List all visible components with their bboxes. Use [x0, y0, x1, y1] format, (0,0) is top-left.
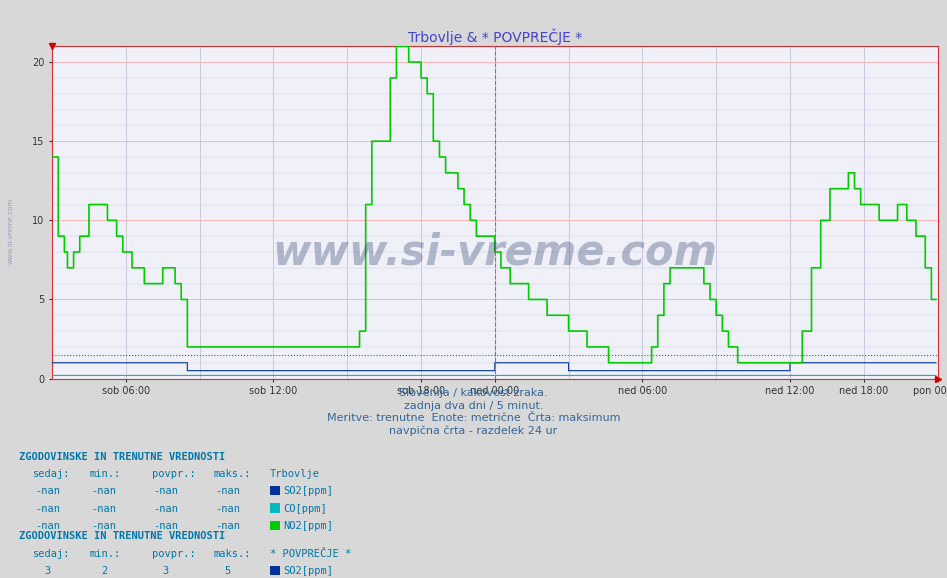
Text: 2: 2 [101, 566, 107, 576]
Text: -nan: -nan [35, 486, 60, 496]
Text: -nan: -nan [215, 503, 240, 513]
Text: SO2[ppm]: SO2[ppm] [283, 486, 333, 496]
Text: povpr.:: povpr.: [152, 549, 195, 558]
Text: sedaj:: sedaj: [33, 469, 71, 479]
Text: www.si-vreme.com: www.si-vreme.com [273, 231, 717, 273]
Text: -nan: -nan [35, 521, 60, 531]
Text: -nan: -nan [92, 503, 116, 513]
Text: maks.:: maks.: [213, 549, 251, 558]
Title: Trbovlje & * POVPREČJE *: Trbovlje & * POVPREČJE * [407, 28, 582, 45]
Text: zadnja dva dni / 5 minut.: zadnja dva dni / 5 minut. [403, 401, 544, 410]
Text: min.:: min.: [90, 549, 121, 558]
Text: 3: 3 [163, 566, 169, 576]
Text: -nan: -nan [35, 503, 60, 513]
Text: -nan: -nan [153, 486, 178, 496]
Text: -nan: -nan [215, 486, 240, 496]
Text: povpr.:: povpr.: [152, 469, 195, 479]
Text: ZGODOVINSKE IN TRENUTNE VREDNOSTI: ZGODOVINSKE IN TRENUTNE VREDNOSTI [19, 531, 225, 541]
Text: sedaj:: sedaj: [33, 549, 71, 558]
Text: Slovenija / kakovost zraka.: Slovenija / kakovost zraka. [400, 388, 547, 398]
Text: -nan: -nan [215, 521, 240, 531]
Text: * POVPREČJE *: * POVPREČJE * [270, 549, 351, 558]
Text: 3: 3 [45, 566, 50, 576]
Text: CO[ppm]: CO[ppm] [283, 503, 327, 513]
Text: NO2[ppm]: NO2[ppm] [283, 521, 333, 531]
Text: 5: 5 [224, 566, 230, 576]
Text: -nan: -nan [92, 486, 116, 496]
Text: Meritve: trenutne  Enote: metrične  Črta: maksimum: Meritve: trenutne Enote: metrične Črta: … [327, 413, 620, 423]
Text: ZGODOVINSKE IN TRENUTNE VREDNOSTI: ZGODOVINSKE IN TRENUTNE VREDNOSTI [19, 451, 225, 461]
Text: www.si-vreme.com: www.si-vreme.com [8, 198, 13, 264]
Text: -nan: -nan [153, 503, 178, 513]
Text: -nan: -nan [153, 521, 178, 531]
Text: navpična črta - razdelek 24 ur: navpična črta - razdelek 24 ur [389, 425, 558, 436]
Text: min.:: min.: [90, 469, 121, 479]
Text: SO2[ppm]: SO2[ppm] [283, 566, 333, 576]
Text: -nan: -nan [92, 521, 116, 531]
Text: Trbovlje: Trbovlje [270, 469, 320, 479]
Text: maks.:: maks.: [213, 469, 251, 479]
